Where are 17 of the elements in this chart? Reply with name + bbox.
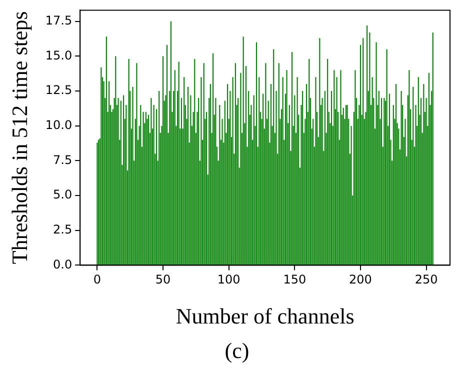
y-tick-label: 5.0	[53, 188, 72, 202]
y-tick-label: 15.0	[45, 48, 72, 62]
y-tick-label: 7.5	[53, 152, 72, 167]
x-tick-label: 150	[283, 272, 306, 287]
y-tick-label: 12.5	[45, 83, 72, 98]
x-tick-label: 50	[155, 272, 171, 287]
x-tick-label: 250	[414, 272, 438, 287]
x-tick-label: 0	[93, 272, 102, 287]
text: (c)	[224, 338, 250, 364]
x-tick-label: 200	[349, 272, 372, 287]
y-tick-label: 0.0	[53, 257, 72, 272]
y-tick-label: 17.5	[45, 13, 72, 28]
x-axis-title: Number of channels	[176, 304, 354, 329]
y-tick-label: 10.0	[45, 118, 72, 132]
y-axis-title: Thresholds in 512 time steps	[6, 11, 32, 264]
x-tick-label: 100	[217, 272, 240, 287]
y-tick-label: 2.5	[53, 222, 72, 236]
